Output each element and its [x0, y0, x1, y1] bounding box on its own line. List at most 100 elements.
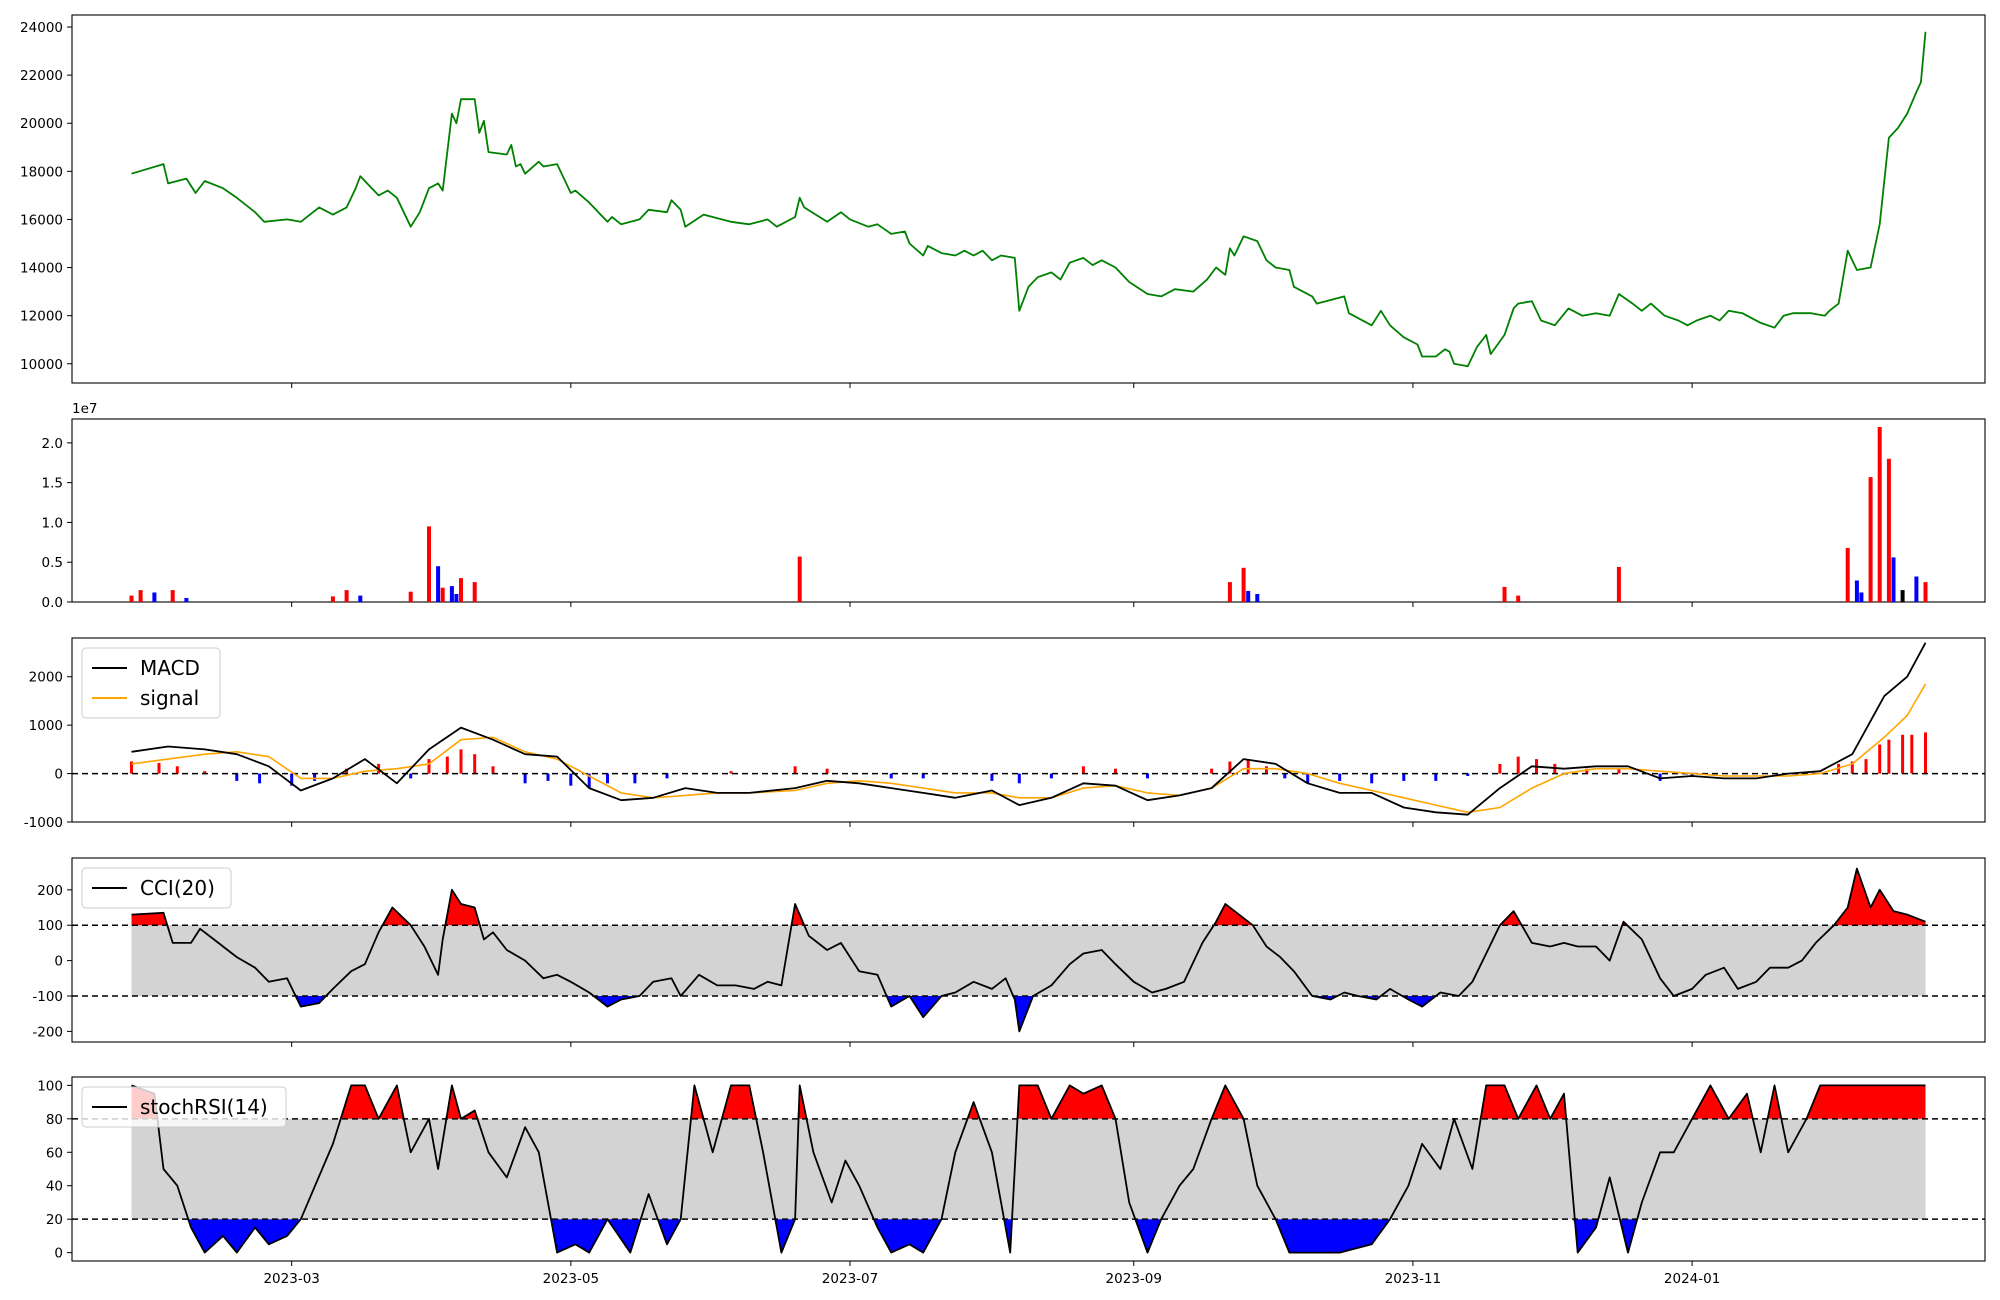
volume-ytick-label: 2.0: [42, 436, 63, 452]
stochrsi-ytick-label: 80: [46, 1112, 63, 1128]
volume-bar: [427, 526, 431, 602]
volume-bar: [1859, 592, 1864, 602]
volume-bar: [1868, 477, 1873, 602]
volume-bar: [454, 594, 459, 602]
x-tick-label: 2024-01: [1664, 1271, 1720, 1287]
volume-bar: [1900, 590, 1905, 602]
price-ytick-label: 24000: [20, 20, 63, 36]
volume-bar: [129, 595, 134, 602]
macd-histogram-bar: [1585, 768, 1589, 774]
volume-bar: [330, 596, 335, 602]
cci-line: [131, 867, 1926, 1033]
volume-bar: [1616, 567, 1621, 602]
macd-histogram-bar: [409, 773, 413, 779]
volume-bar: [1923, 582, 1928, 602]
macd-histogram-bar: [889, 773, 893, 779]
volume-bar: [1891, 557, 1896, 602]
volume-bar: [1516, 595, 1521, 602]
macd-histogram-bar: [1370, 773, 1374, 784]
macd-legend-label: MACD: [140, 656, 200, 680]
axes-frame: [71, 14, 1986, 384]
macd-histogram-bar: [1850, 761, 1854, 774]
stochrsi-line: [131, 1084, 1926, 1254]
macd-legend-label: signal: [140, 686, 199, 710]
macd-histogram-bar: [1402, 773, 1406, 781]
volume-bar: [797, 556, 802, 602]
price-ytick-label: 12000: [20, 309, 63, 325]
x-tick-label: 2023-09: [1106, 1271, 1162, 1287]
macd-histogram-bar: [1887, 739, 1891, 774]
volume-bar: [472, 582, 477, 602]
macd-histogram-bar: [1146, 773, 1149, 779]
price-ytick-label: 20000: [20, 116, 63, 132]
volume-bar: [1854, 580, 1859, 602]
macd-histogram-bar: [825, 768, 829, 774]
axes-frame: [71, 857, 1986, 1043]
macd-histogram-bar: [1081, 766, 1085, 774]
macd-histogram-bar: [1617, 768, 1621, 774]
volume-bar: [1845, 547, 1850, 602]
macd-histogram-bar: [921, 773, 925, 779]
macd-histogram-bar: [1049, 773, 1053, 779]
macd-histogram-bar: [1210, 768, 1214, 774]
stochrsi-panel: 0 20 40 60 80 100 stochRSI(14): [37, 1076, 1986, 1262]
volume-bar: [1877, 427, 1882, 602]
volume-bar: [1246, 590, 1251, 602]
x-tick-label: 2023-05: [543, 1271, 599, 1287]
macd-histogram-bar: [130, 761, 133, 774]
macd-histogram-bar: [569, 773, 573, 786]
x-tick-label: 2023-07: [822, 1271, 878, 1287]
macd-histogram-bar: [1690, 773, 1694, 776]
macd-histogram-bar: [1498, 763, 1502, 774]
stochrsi-overbought-fill: [131, 1085, 1926, 1119]
volume-bar: [449, 586, 454, 602]
volume-panel: 0.0 0.5 1.0 1.5 2.0 1e7: [42, 401, 1986, 611]
stochrsi-ytick-label: 20: [46, 1212, 63, 1228]
price-ytick-label: 22000: [20, 68, 63, 84]
stochrsi-neutral-band: [131, 1118, 1926, 1220]
cci-panel: -200 -100 0 100 200 CCI(20): [32, 857, 1986, 1043]
macd-histogram-bar: [1246, 759, 1250, 774]
macd-histogram-bar: [606, 773, 609, 784]
volume-bar: [358, 595, 363, 602]
macd-histogram-bar: [427, 759, 431, 774]
macd-histogram-bar: [157, 762, 161, 774]
macd-histogram-bar: [523, 773, 527, 784]
price-ytick-label: 18000: [20, 164, 63, 180]
cci-legend-box: [81, 867, 232, 909]
macd-histogram-bar: [1924, 732, 1927, 774]
macd-histogram-bar: [1901, 734, 1905, 774]
macd-legend-box: [81, 647, 221, 719]
macd-histogram-bar: [1434, 773, 1438, 781]
stochrsi-oversold-fill: [131, 1219, 1926, 1253]
macd-histogram-bar: [990, 773, 994, 781]
macd-histogram-bar: [1265, 766, 1268, 774]
price-ytick-label: 14000: [20, 261, 63, 277]
macd-histogram-bar: [491, 766, 495, 774]
price-panel: 10000 12000 14000 16000 18000 20000 22000 24000: [20, 14, 1986, 384]
macd-histogram-bar: [1306, 773, 1310, 784]
macd-histogram-bar: [1516, 756, 1520, 774]
volume-bar: [440, 587, 445, 602]
macd-histogram-bar: [587, 773, 591, 789]
volume-bar: [1241, 567, 1246, 602]
macd-histogram-bar: [1910, 734, 1914, 774]
macd-histogram-bar: [313, 773, 317, 781]
macd-ytick-label: -1000: [24, 815, 63, 831]
macd-histogram-bar: [1283, 773, 1287, 779]
macd-line: [131, 642, 1927, 816]
volume-bar: [1227, 582, 1232, 602]
volume-bar: [1914, 576, 1919, 602]
volume-bar: [459, 578, 463, 602]
volume-bar: [436, 566, 441, 602]
cci-ytick-label: 0: [54, 954, 63, 970]
cci-ytick-label: 200: [37, 883, 63, 899]
axes-frame: [71, 1076, 1986, 1262]
volume-bar: [184, 598, 189, 602]
macd-histogram-bar: [665, 773, 669, 779]
macd-histogram-bar: [1338, 773, 1342, 781]
macd-ytick-label: 2000: [29, 670, 63, 686]
macd-histogram-bar: [793, 766, 797, 774]
cci-oversold-fill: [131, 996, 1926, 1032]
volume-bar: [152, 592, 157, 602]
